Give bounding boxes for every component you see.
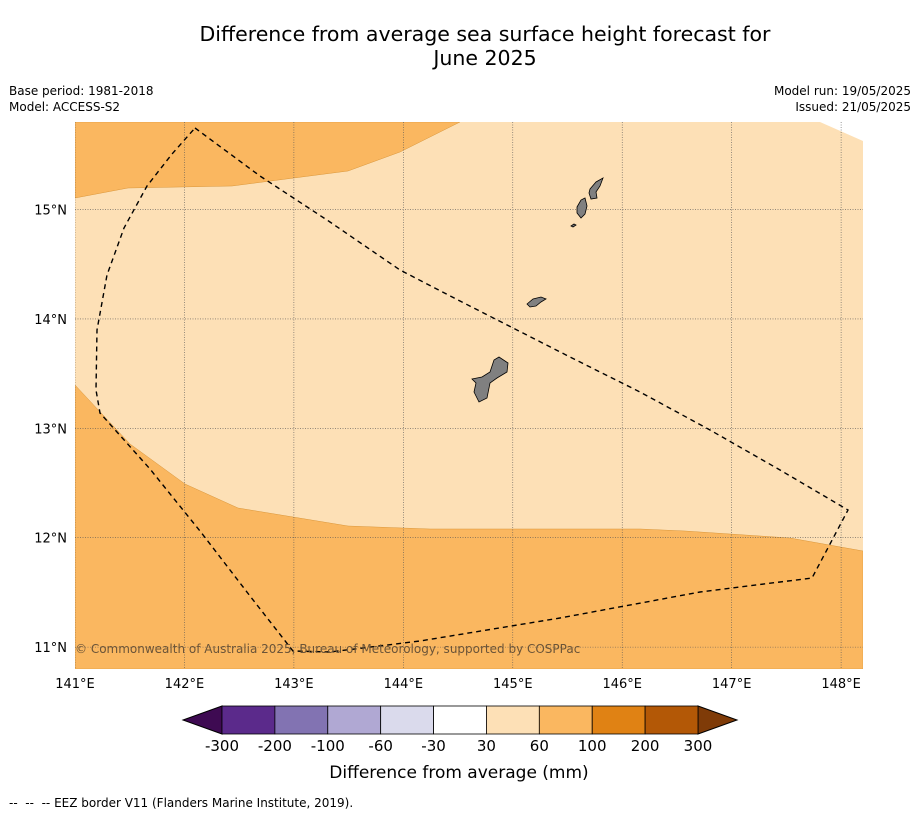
tinian-island [576,197,588,219]
longitude-tick-label: 141°E [55,677,95,692]
longitude-tick-label: 142°E [165,677,205,692]
base-period-text: Base period: 1981-2018 [9,84,154,98]
colorbar: -300 -200 -100 -60 -30 30 60 100 200 300 [181,705,739,755]
saipan-island [588,177,604,200]
latitude-tick-label: 13°N [34,422,67,437]
colorbar-swatch [327,705,382,735]
colorbar-tick-label: -60 [368,737,393,755]
footer-legend: -- -- -- EEZ border V11 (Flanders Marine… [9,796,353,810]
title-line-2: June 2025 [433,46,537,70]
guam-island [471,356,509,403]
colorbar-tick-label: 300 [684,737,713,755]
colorbar-swatch [274,705,329,735]
eez-border [95,127,849,653]
latitude-tick-label: 14°N [34,313,67,328]
longitude-tick-label: 143°E [274,677,314,692]
colorbar-swatch [486,705,540,735]
colorbar-tick-label: 60 [530,737,549,755]
eez-legend-text: EEZ border V11 (Flanders Marine Institut… [54,796,354,810]
colorbar-swatch [538,705,593,735]
colorbar-swatch [221,705,276,735]
islands [471,177,604,403]
meta-right: Model run: 19/05/2025 Issued: 21/05/2025 [774,83,911,115]
latitude-labels: 15°N 14°N 13°N 12°N 11°N [34,204,67,657]
colorbar-swatch [644,705,699,735]
map-area: © Commonwealth of Australia 2025, Bureau… [75,122,863,669]
longitude-tick-label: 148°E [821,677,861,692]
colorbar-extend-high [697,705,739,735]
colorbar-swatch [380,705,434,735]
colorbar-label: Difference from average (mm) [329,763,588,783]
longitude-tick-label: 144°E [384,677,424,692]
colorbar-tick-label: 30 [477,737,496,755]
model-run-text: Model run: 19/05/2025 [773,84,911,98]
graticule [75,122,863,669]
meta-left: Base period: 1981-2018 Model: ACCESS-S2 [9,83,154,115]
colorbar-tick-label: -200 [258,737,292,755]
eez-legend-symbol: -- -- -- [9,796,51,810]
colorbar-tick-label: -300 [205,737,239,755]
zone-no-data-corner [820,122,863,141]
rota-island [526,296,547,308]
aguijan-islet [570,223,577,228]
title-line-1: Difference from average sea surface heig… [199,22,771,46]
zone-60-100-north [75,122,461,199]
colorbar-extend-low [181,705,223,735]
longitude-tick-label: 146°E [602,677,642,692]
colorbar-tick-label: -100 [311,737,345,755]
latitude-tick-label: 11°N [34,641,67,656]
latitude-tick-label: 12°N [34,532,67,547]
issued-text: Issued: 21/05/2025 [795,100,911,114]
latitude-tick-label: 15°N [34,204,67,219]
colorbar-tick-label: 200 [631,737,660,755]
colorbar-tick-label: -30 [421,737,446,755]
colorbar-swatch [591,705,646,735]
longitude-tick-label: 145°E [493,677,533,692]
colorbar-swatch [433,705,487,735]
chart-title: Difference from average sea surface heig… [140,22,830,70]
longitude-tick-label: 147°E [712,677,752,692]
model-text: Model: ACCESS-S2 [9,100,121,114]
longitude-labels: 141°E 142°E 143°E 144°E 145°E 146°E 147°E 148°E [55,677,861,692]
copyright-text: © Commonwealth of Australia 2025, Bureau… [75,642,580,656]
colorbar-tick-label: 100 [578,737,607,755]
